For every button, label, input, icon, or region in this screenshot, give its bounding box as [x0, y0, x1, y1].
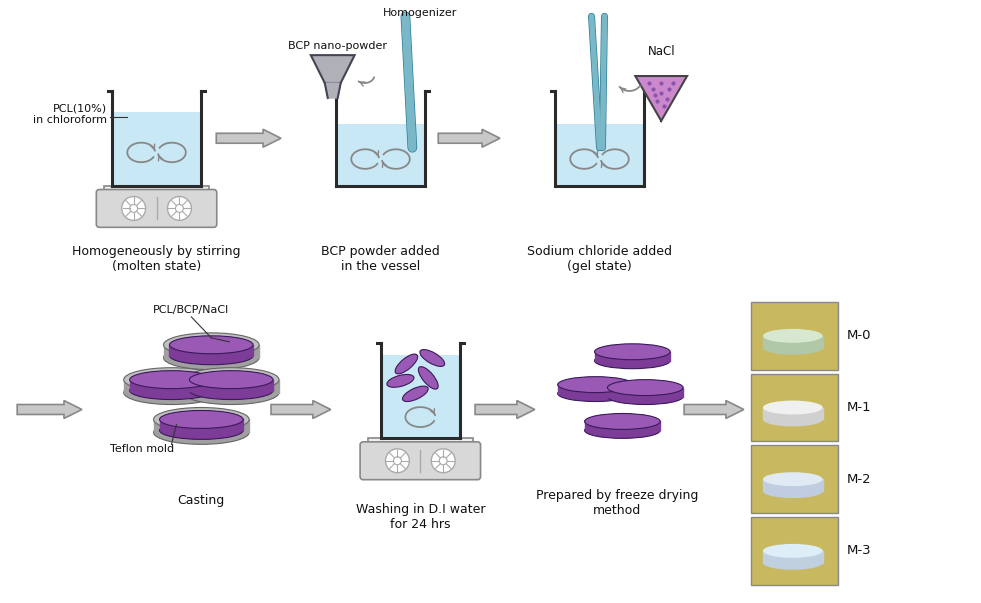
Polygon shape [325, 83, 340, 98]
Polygon shape [18, 400, 81, 418]
Polygon shape [311, 55, 354, 83]
Bar [112, 112, 201, 186]
Ellipse shape [763, 329, 823, 343]
Ellipse shape [585, 414, 660, 429]
Ellipse shape [420, 350, 444, 367]
Text: Sodium chloride added
(gel state): Sodium chloride added (gel state) [527, 245, 672, 273]
Ellipse shape [763, 341, 823, 355]
Circle shape [168, 197, 191, 220]
Ellipse shape [124, 380, 220, 405]
Text: Prepared by freeze drying
method: Prepared by freeze drying method [537, 489, 698, 517]
Bar [381, 355, 460, 438]
Ellipse shape [763, 472, 823, 486]
Polygon shape [475, 400, 535, 418]
Ellipse shape [160, 421, 243, 440]
Bar [368, 438, 473, 445]
Text: Homogeneously by stirring
(molten state): Homogeneously by stirring (molten state) [73, 245, 240, 273]
Polygon shape [684, 400, 744, 418]
Text: M-2: M-2 [847, 473, 871, 485]
Ellipse shape [402, 386, 428, 402]
Polygon shape [271, 400, 331, 418]
Ellipse shape [124, 368, 220, 391]
Ellipse shape [170, 336, 253, 354]
Text: Teflon mold: Teflon mold [110, 444, 174, 454]
Text: Casting: Casting [178, 494, 225, 507]
Bar [336, 124, 426, 186]
Ellipse shape [585, 423, 660, 438]
Ellipse shape [129, 382, 213, 400]
Ellipse shape [607, 388, 683, 405]
Ellipse shape [129, 371, 213, 388]
Text: Washing in D.I water
for 24 hrs: Washing in D.I water for 24 hrs [355, 502, 485, 531]
Ellipse shape [183, 368, 279, 391]
Ellipse shape [170, 347, 253, 365]
Text: NaCl: NaCl [647, 45, 675, 58]
Bar [750, 446, 839, 513]
Text: Homogenizer: Homogenizer [384, 8, 457, 18]
Text: PCL(10%)
in chloroform: PCL(10%) in chloroform [32, 104, 107, 125]
Ellipse shape [557, 385, 634, 402]
Ellipse shape [419, 367, 439, 389]
Ellipse shape [183, 380, 279, 405]
Ellipse shape [607, 380, 683, 396]
Ellipse shape [763, 544, 823, 558]
Circle shape [432, 449, 455, 473]
Bar [750, 517, 839, 585]
Ellipse shape [154, 408, 249, 431]
Ellipse shape [763, 400, 823, 414]
Text: M-3: M-3 [847, 545, 871, 557]
Ellipse shape [154, 420, 249, 444]
Polygon shape [636, 76, 687, 121]
Ellipse shape [763, 484, 823, 498]
Circle shape [122, 197, 145, 220]
Ellipse shape [395, 354, 418, 374]
Text: M-1: M-1 [847, 401, 871, 414]
Ellipse shape [594, 353, 670, 368]
Text: BCP powder added
in the vessel: BCP powder added in the vessel [321, 245, 439, 273]
Text: PCL/BCP/NaCl: PCL/BCP/NaCl [153, 305, 230, 315]
Ellipse shape [557, 377, 634, 393]
Polygon shape [439, 129, 500, 147]
Ellipse shape [387, 374, 414, 387]
Ellipse shape [189, 382, 273, 400]
Ellipse shape [594, 344, 670, 360]
Ellipse shape [189, 371, 273, 388]
Ellipse shape [763, 556, 823, 570]
Bar [750, 374, 839, 441]
FancyBboxPatch shape [96, 189, 217, 227]
Circle shape [386, 449, 409, 473]
FancyBboxPatch shape [360, 442, 481, 479]
Bar [104, 186, 209, 192]
Ellipse shape [160, 411, 243, 428]
Text: M-0: M-0 [847, 329, 871, 343]
Text: BCP nano-powder: BCP nano-powder [288, 41, 387, 51]
Ellipse shape [164, 333, 259, 357]
Bar [750, 302, 839, 370]
Polygon shape [216, 129, 281, 147]
Bar [554, 124, 645, 186]
Ellipse shape [763, 412, 823, 426]
Ellipse shape [164, 346, 259, 370]
